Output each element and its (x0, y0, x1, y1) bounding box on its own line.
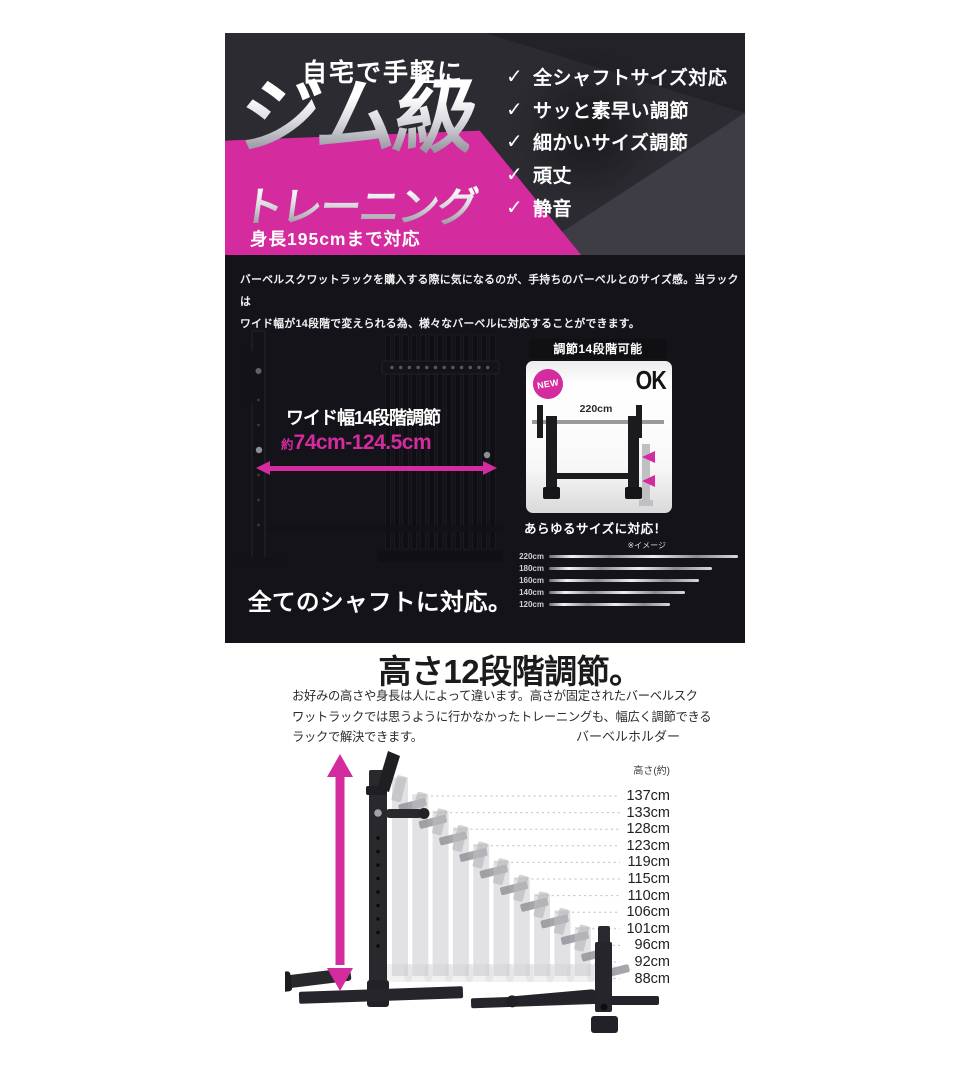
width-range-arrow (256, 461, 497, 475)
right-upright (628, 416, 639, 489)
check-icon: ✓ (506, 131, 523, 154)
shaft-list: 220cm 180cm 160cm 140cm 120cm (511, 550, 738, 610)
height-support-label: 身長195cmまで対応 (250, 229, 421, 249)
check-icon: ✓ (506, 98, 523, 121)
feature-label: 全シャフトサイズ対応 (533, 67, 728, 89)
check-icon: ✓ (506, 65, 523, 88)
height-value: 110cm (627, 887, 670, 904)
adjust-arrow-icon (642, 475, 655, 487)
height-value: 88cm (634, 970, 670, 987)
left-collar (537, 405, 543, 438)
height-rack-illustration (285, 751, 659, 1033)
ghost-foot (639, 500, 653, 506)
crossbar (550, 473, 638, 479)
height-value: 96cm (634, 937, 670, 954)
hero-banner: 自宅で手軽に ジム級 トレーニング 身長195cmまで対応 ✓ 全シャフトサイズ対… (225, 33, 745, 255)
image-note: ※イメージ (627, 541, 666, 550)
barbell-bar (532, 420, 664, 424)
feature-item: ✓ 頑丈 (506, 158, 727, 191)
height-column-label: 高さ(約) (633, 766, 670, 777)
adjust-arrow-icon (642, 451, 655, 463)
left-foot (543, 487, 560, 499)
shaft-size-label: 160cm (519, 575, 544, 585)
width-range-value: 約74cm-124.5cm (281, 431, 432, 455)
wide-range-label: ワイド幅14段階調節 (286, 408, 441, 428)
height-value: 92cm (634, 954, 670, 971)
right-collar (636, 405, 642, 438)
shaft-bar (549, 554, 738, 558)
card-header: 調節14段階可能 (529, 339, 667, 359)
shaft-bar (549, 590, 685, 594)
shaft-size-label: 140cm (519, 587, 544, 597)
height-value: 123cm (626, 837, 670, 854)
check-icon: ✓ (506, 164, 523, 187)
height-value: 137cm (626, 788, 670, 804)
shaft-row: 140cm (511, 586, 738, 598)
height-value: 106cm (626, 904, 670, 921)
ghost-upright (642, 444, 650, 502)
adjustment-card: 調節14段階可能 NEW OK 220cm あらゆるサイズに対応！ ※イメージ (524, 339, 672, 551)
shaft-size-label: 180cm (519, 563, 544, 573)
shaft-footer-headline: 全てのシャフトに対応。 (248, 589, 512, 615)
width-section: バーベルスクワットラックを購入する際に気になるのが、手持ちのバーベルとのサイズ感… (225, 255, 745, 643)
feature-item: ✓ 全シャフトサイズ対応 (506, 60, 727, 93)
new-badge: NEW (530, 366, 566, 402)
height-range-arrow (327, 754, 353, 991)
range-prefix: 約 (281, 438, 294, 452)
feature-label: サッと素早い調節 (533, 100, 690, 122)
barbell-holder-label: バーベルホルダー (576, 729, 681, 744)
hero-title: ジム級 (232, 72, 480, 163)
range-value: 74cm-124.5cm (293, 431, 432, 454)
barbell-length-label: 220cm (579, 403, 613, 415)
shaft-row: 160cm (511, 574, 738, 586)
height-value: 115cm (627, 871, 670, 888)
height-value: 119cm (627, 854, 670, 871)
shaft-bar (549, 566, 712, 570)
height-value: 101cm (626, 920, 670, 937)
feature-item: ✓ 細かいサイズ調節 (506, 126, 727, 159)
ok-label: OK (635, 365, 667, 395)
right-foot (625, 487, 642, 499)
feature-item: ✓ 静音 (506, 191, 727, 224)
feature-list: ✓ 全シャフトサイズ対応 ✓ サッと素早い調節 ✓ 細かいサイズ調節 ✓ 頑丈 ✓ 静音 (506, 60, 727, 224)
shaft-row: 220cm (511, 550, 738, 562)
feature-label: 細かいサイズ調節 (533, 133, 689, 155)
feature-item: ✓ サッと素早い調節 (506, 93, 727, 126)
height-value: 133cm (626, 804, 670, 821)
feature-label: 静音 (533, 199, 573, 221)
left-upright (546, 416, 557, 489)
height-heading: 高さ12段階調節。 (378, 653, 642, 690)
card-body: NEW OK 220cm (526, 361, 672, 513)
check-icon: ✓ (506, 197, 523, 220)
shaft-row: 120cm (511, 598, 738, 610)
shaft-bar (549, 578, 699, 582)
shaft-size-label: 120cm (519, 599, 544, 609)
card-caption: あらゆるサイズに対応！ (524, 522, 667, 536)
height-list: 137cm 133cm 128cm 123cm 119cm 115cm 110cm 106cm… (570, 788, 670, 987)
shaft-size-label: 220cm (519, 551, 544, 561)
shaft-row: 180cm (511, 562, 738, 574)
feature-label: 頑丈 (533, 166, 573, 188)
arrow-left-head (256, 461, 270, 475)
height-value: 128cm (626, 821, 670, 838)
hero-subtitle: トレーニング (239, 173, 481, 233)
width-rack-illustration (236, 330, 503, 566)
arrow-right-head (483, 461, 497, 475)
hero-tagline: 自宅で手軽に (302, 59, 465, 87)
width-intro-paragraph: バーベルスクワットラックを購入する際に気になるのが、手持ちのバーベルとのサイズ感… (240, 274, 739, 330)
arrow-shaft (270, 465, 483, 471)
height-paragraph: お好みの高さや身長は人によって違います。高さが固定されたバーベルスク ワットラッ… (292, 689, 712, 745)
shaft-bar (549, 602, 670, 606)
